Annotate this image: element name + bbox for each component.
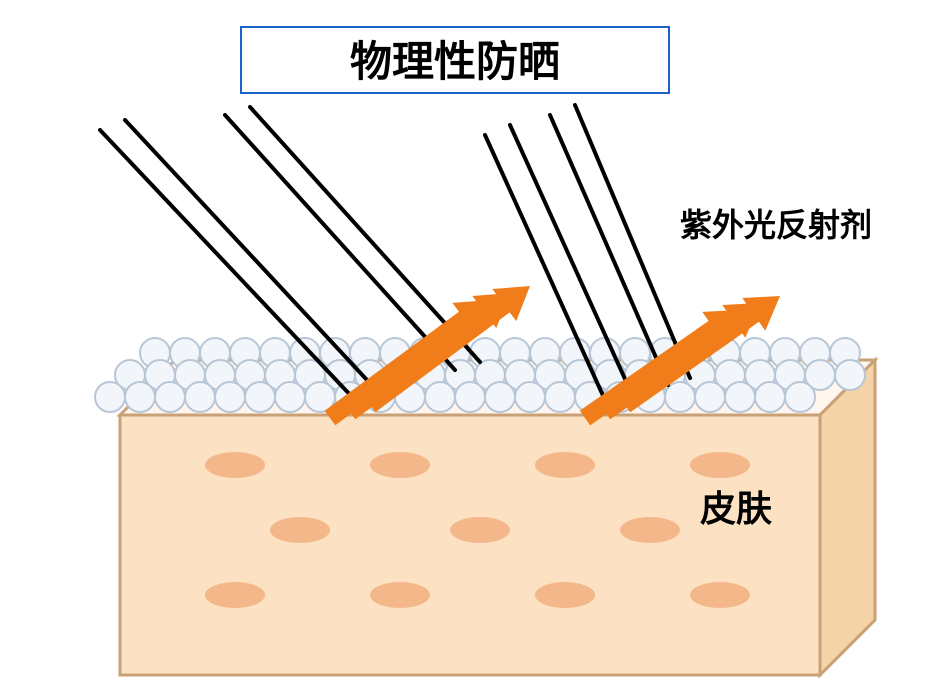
- skin-spot: [370, 452, 430, 478]
- particle-sphere: [275, 382, 305, 412]
- uv-ray: [225, 115, 455, 370]
- diagram-canvas: 物理性防晒 紫外光反射剂 皮肤: [0, 0, 946, 690]
- particle-sphere: [185, 382, 215, 412]
- skin-spot: [370, 582, 430, 608]
- skin-spot: [535, 582, 595, 608]
- skin-spot: [690, 452, 750, 478]
- uv-ray: [575, 105, 690, 378]
- skin-spot: [205, 452, 265, 478]
- particle-sphere: [725, 382, 755, 412]
- particle-sphere: [755, 382, 785, 412]
- skin-spot: [620, 517, 680, 543]
- skin-spot: [205, 582, 265, 608]
- particle-sphere: [95, 382, 125, 412]
- particle-sphere: [215, 382, 245, 412]
- skin-spot: [270, 517, 330, 543]
- particle-sphere: [455, 382, 485, 412]
- particle-sphere: [545, 382, 575, 412]
- particle-sphere: [125, 382, 155, 412]
- particle-sphere: [155, 382, 185, 412]
- particle-sphere: [515, 382, 545, 412]
- skin-spot: [690, 582, 750, 608]
- skin-spot: [450, 517, 510, 543]
- particle-sphere: [695, 382, 725, 412]
- particle-sphere: [835, 360, 865, 390]
- label-skin: 皮肤: [700, 480, 772, 532]
- particle-sphere: [785, 382, 815, 412]
- particle-sphere: [425, 382, 455, 412]
- skin-spot: [535, 452, 595, 478]
- particle-sphere: [245, 382, 275, 412]
- particle-sphere: [665, 382, 695, 412]
- skin-side-face: [820, 360, 875, 675]
- particle-sphere: [485, 382, 515, 412]
- label-reflector: 紫外光反射剂: [680, 200, 872, 246]
- diagram-svg: [0, 0, 946, 690]
